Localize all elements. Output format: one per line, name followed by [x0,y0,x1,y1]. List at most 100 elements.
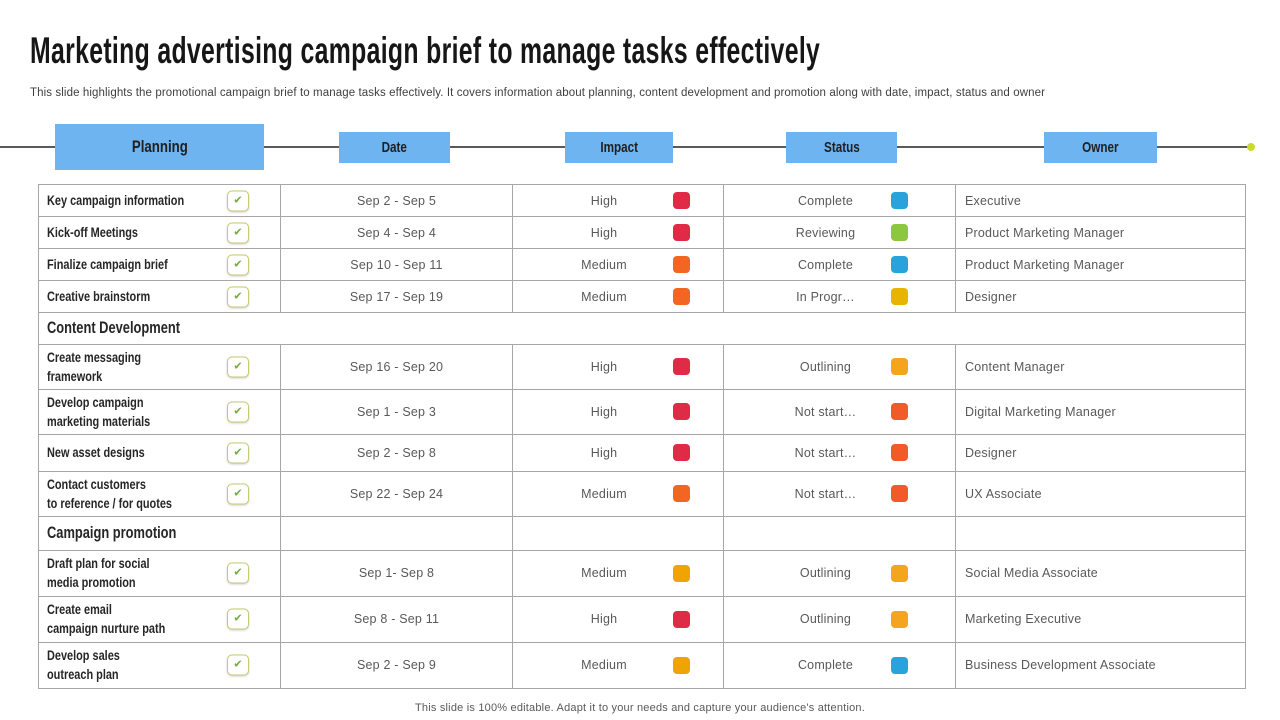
checkbox-icon[interactable]: ✔ [227,608,249,630]
table-row: Draft plan for social media promotion ✔ … [38,549,1246,597]
checkbox-icon[interactable]: ✔ [227,356,249,378]
impact-cell: High [512,388,724,435]
checkbox-icon[interactable]: ✔ [227,654,249,676]
impact-label: High [590,225,618,240]
table-row: Creative brainstorm ✔ Sep 17 - Sep 19 Me… [38,280,1246,313]
column-header-impact[interactable]: Impact [565,132,673,163]
impact-color-square [673,444,690,462]
checkbox-icon[interactable]: ✔ [227,442,249,464]
checkmark-icon: ✔ [233,290,243,302]
checkbox-icon[interactable]: ✔ [227,483,249,505]
page-title: Marketing advertising campaign brief to … [30,30,821,71]
owner-cell: Designer [955,433,1246,472]
checkbox-icon[interactable]: ✔ [227,286,249,307]
status-cell: Not start… [723,388,956,435]
impact-cell: Medium [512,280,724,313]
column-header-impact-label: Impact [600,139,638,156]
slide-subtitle: This slide highlights the promotional ca… [30,87,1046,99]
date-cell: Sep 17 - Sep 19 [280,280,513,313]
column-header-status-label: Status [823,139,860,156]
date-cell: Sep 8 - Sep 11 [280,595,513,643]
status-color-square [891,564,908,582]
checkbox-icon[interactable]: ✔ [227,562,249,584]
impact-cell: Medium [512,248,724,281]
task-label: Create messaging framework [47,349,142,384]
status-label: Complete [797,193,854,208]
empty-cell [955,515,1246,551]
impact-color-square [673,656,690,674]
table-row: New asset designs ✔ Sep 2 - Sep 8 High N… [38,433,1246,472]
impact-label: Medium [581,486,627,501]
task-cell: Create messaging framework ✔ [38,344,281,390]
impact-cell: High [512,595,724,643]
impact-cell: High [512,184,724,217]
status-cell: Not start… [723,433,956,472]
task-label: Finalize campaign brief [47,256,168,272]
impact-color-square [673,403,690,421]
owner-cell: Designer [955,280,1246,313]
slide-footer-note: This slide is 100% editable. Adapt it to… [415,702,865,714]
status-cell: Complete [723,184,956,217]
column-header-planning[interactable]: Planning [55,124,264,170]
task-label: Kick-off Meetings [47,224,139,240]
checkbox-icon[interactable]: ✔ [227,222,249,243]
checkmark-icon: ✔ [233,226,243,238]
status-color-square [891,256,908,273]
column-header-planning-label: Planning [131,137,188,156]
status-color-square [891,610,908,628]
status-label: Reviewing [795,225,856,240]
checkbox-icon[interactable]: ✔ [227,254,249,275]
impact-color-square [673,256,690,273]
impact-color-square [673,610,690,628]
checkmark-icon: ✔ [233,612,243,625]
impact-label: Medium [581,257,627,272]
impact-cell: High [512,216,724,249]
impact-color-square [673,564,690,582]
owner-cell: Product Marketing Manager [955,248,1246,281]
status-cell: Outlining [723,344,956,390]
task-cell: Kick-off Meetings ✔ [38,216,281,249]
checkbox-icon[interactable]: ✔ [227,401,249,423]
empty-cell [512,515,724,551]
impact-label: Medium [581,658,627,673]
column-header-owner[interactable]: Owner [1044,132,1157,163]
table-row: Develop campaign marketing materials ✔ S… [38,388,1246,435]
status-color-square [891,288,908,305]
date-cell: Sep 1 - Sep 3 [280,388,513,435]
date-cell: Sep 16 - Sep 20 [280,344,513,390]
owner-cell: Executive [955,184,1246,217]
impact-cell: High [512,433,724,472]
column-header-status[interactable]: Status [786,132,897,163]
checkmark-icon: ✔ [233,405,243,418]
task-cell: Creative brainstorm ✔ [38,280,281,313]
impact-label: High [590,612,618,627]
checkbox-icon[interactable]: ✔ [227,190,249,211]
status-cell: In Progr… [723,280,956,313]
task-label: New asset designs [47,444,145,461]
date-cell: Sep 2 - Sep 8 [280,433,513,472]
impact-label: High [590,445,618,460]
task-label: Creative brainstorm [47,288,151,304]
task-cell: Develop campaign marketing materials ✔ [38,388,281,435]
section-cell: Content Development [38,312,1246,345]
table-row: Develop sales outreach plan ✔ Sep 2 - Se… [38,641,1246,689]
task-cell: Create email campaign nurture path ✔ [38,595,281,643]
column-header-date-label: Date [381,139,408,156]
impact-cell: Medium [512,470,724,517]
table-row: Key campaign information ✔ Sep 2 - Sep 5… [38,184,1246,217]
impact-label: High [590,359,618,374]
impact-cell: High [512,344,724,390]
status-cell: Outlining [723,595,956,643]
date-cell: Sep 10 - Sep 11 [280,248,513,281]
connector-end-dot [1247,143,1255,151]
status-cell: Complete [723,248,956,281]
section-row-campaign-promotion: Campaign promotion [38,515,1246,551]
impact-color-square [673,224,690,241]
checkmark-icon: ✔ [233,658,243,671]
status-label: In Progr… [796,289,855,304]
checkmark-icon: ✔ [233,566,243,579]
impact-label: High [590,404,618,419]
table-row: Kick-off Meetings ✔ Sep 4 - Sep 4 High R… [38,216,1246,249]
column-header-date[interactable]: Date [339,132,450,163]
